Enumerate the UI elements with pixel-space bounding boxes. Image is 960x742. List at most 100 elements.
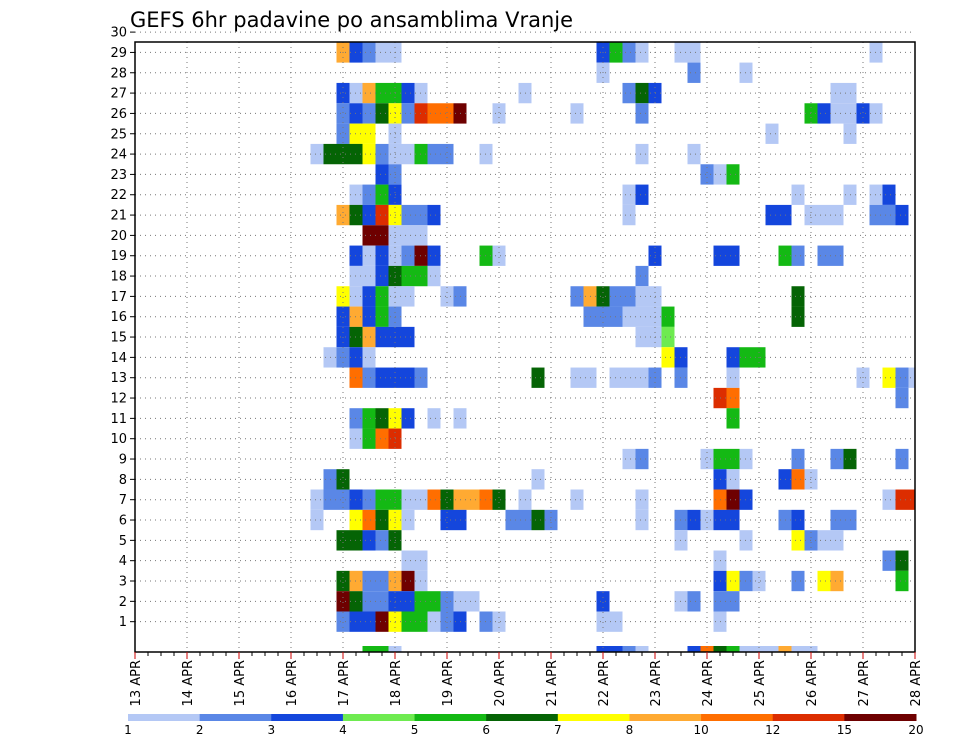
heatmap-cell [830,82,844,104]
y-tick-label: 3 [119,575,127,590]
heatmap-cell [687,646,701,652]
heatmap-cell [895,489,909,510]
colorbar-label: 6 [482,723,490,737]
heatmap-cell [427,265,441,287]
colorbar-swatch [701,714,774,721]
heatmap-cell [375,245,389,266]
heatmap-cell [362,204,376,226]
colorbar-label: 2 [196,723,204,737]
heatmap-cell [752,646,766,652]
heatmap-cell [388,646,402,652]
heatmap-cell [596,646,610,652]
heatmap-cell [726,570,740,592]
heatmap-cell [622,448,636,470]
heatmap-cell [401,489,415,510]
heatmap-cell [635,489,649,510]
heatmap-cell [895,550,909,571]
heatmap-cell [726,245,740,266]
heatmap-cell [336,306,350,327]
x-tick-label: 20 APR [493,660,508,706]
x-tick-label: 13 APR [129,660,144,706]
heatmap-cell [362,82,376,104]
heatmap-cell [882,184,896,205]
heatmap-cell [362,143,376,165]
x-tick-label: 19 APR [441,660,456,706]
heatmap-cell [817,530,831,551]
heatmap-cell [362,611,376,632]
x-tick-label: 15 APR [233,660,248,706]
heatmap-cell [765,204,779,226]
heatmap-cell [882,550,896,571]
heatmap-cell [492,489,506,510]
x-axis: 13 APR 14 APR 15 APR 16 APR 17 APR 18 APR 19 A… [129,652,924,706]
x-tick-label: 18 APR [389,660,404,706]
heatmap-cell [375,42,389,63]
heatmap-cell [336,286,350,307]
colorbar-swatch [342,714,416,721]
heatmap-cell [375,509,389,531]
heatmap-cell [622,42,636,63]
heatmap-cell [882,204,896,226]
heatmap-cell [817,103,831,124]
heatmap-cell [622,646,636,652]
heatmap-cell [830,448,844,470]
y-axis: 1234567891011121314151617181920212223242… [110,26,135,630]
heatmap-cell [375,326,389,348]
y-tick-label: 27 [110,87,127,102]
heatmap-cell [791,448,805,470]
heatmap-cell [687,591,701,612]
x-tick-label: 27 APR [857,660,872,706]
heatmap-cell [401,570,415,592]
heatmap-cell [375,184,389,205]
heatmap-cell [362,428,376,449]
heatmap-cell [427,103,441,124]
heatmap-cell [310,143,324,165]
chart-title: GEFS 6hr padavine po ansamblima Vranje [130,8,573,32]
heatmap-cell [895,570,909,592]
y-tick-label: 2 [119,595,127,610]
heatmap-cell [336,530,350,551]
heatmap-cell [661,326,675,348]
heatmap-cell [791,286,805,307]
heatmap-cell [362,123,376,144]
heatmap-cell [362,591,376,612]
colorbar-label: 12 [765,723,780,737]
heatmap-cell [635,143,649,165]
heatmap-cell [726,164,740,185]
heatmap-cell [700,448,714,470]
heatmap-cell [427,489,441,510]
heatmap-cell [440,143,454,165]
heatmap-cell [687,42,701,63]
heatmap-cell [531,367,545,388]
y-tick-label: 1 [119,615,127,630]
heatmap-cell [362,530,376,551]
colorbar-label: 15 [837,723,852,737]
heatmap-cell [362,570,376,592]
heatmap-cell [492,103,506,124]
heatmap-cell [440,611,454,632]
heatmap-cell [700,509,714,531]
heatmap-cell [362,286,376,307]
heatmap-cell [791,306,805,327]
colorbar-label: 5 [411,723,419,737]
heatmap-cell [700,646,714,652]
heatmap-cell [375,225,389,246]
x-tick-label: 28 APR [909,660,924,706]
heatmap-cell [856,103,870,124]
colorbar-swatch [844,714,917,721]
colorbar-label: 8 [626,723,634,737]
heatmap-cell [635,509,649,531]
heatmap-cell [895,204,909,226]
heatmap-cell [401,143,415,165]
heatmap-cell [739,646,753,652]
heatmap-cell [752,570,766,592]
heatmap-cell [596,306,610,327]
heatmap-cell [726,448,740,470]
heatmap-cell [362,245,376,266]
heatmap-cell [401,326,415,348]
heatmap-cell [375,204,389,226]
heatmap-cell [375,570,389,592]
heatmap-cell [401,204,415,226]
heatmap-cell [791,245,805,266]
heatmap-cell [791,469,805,490]
